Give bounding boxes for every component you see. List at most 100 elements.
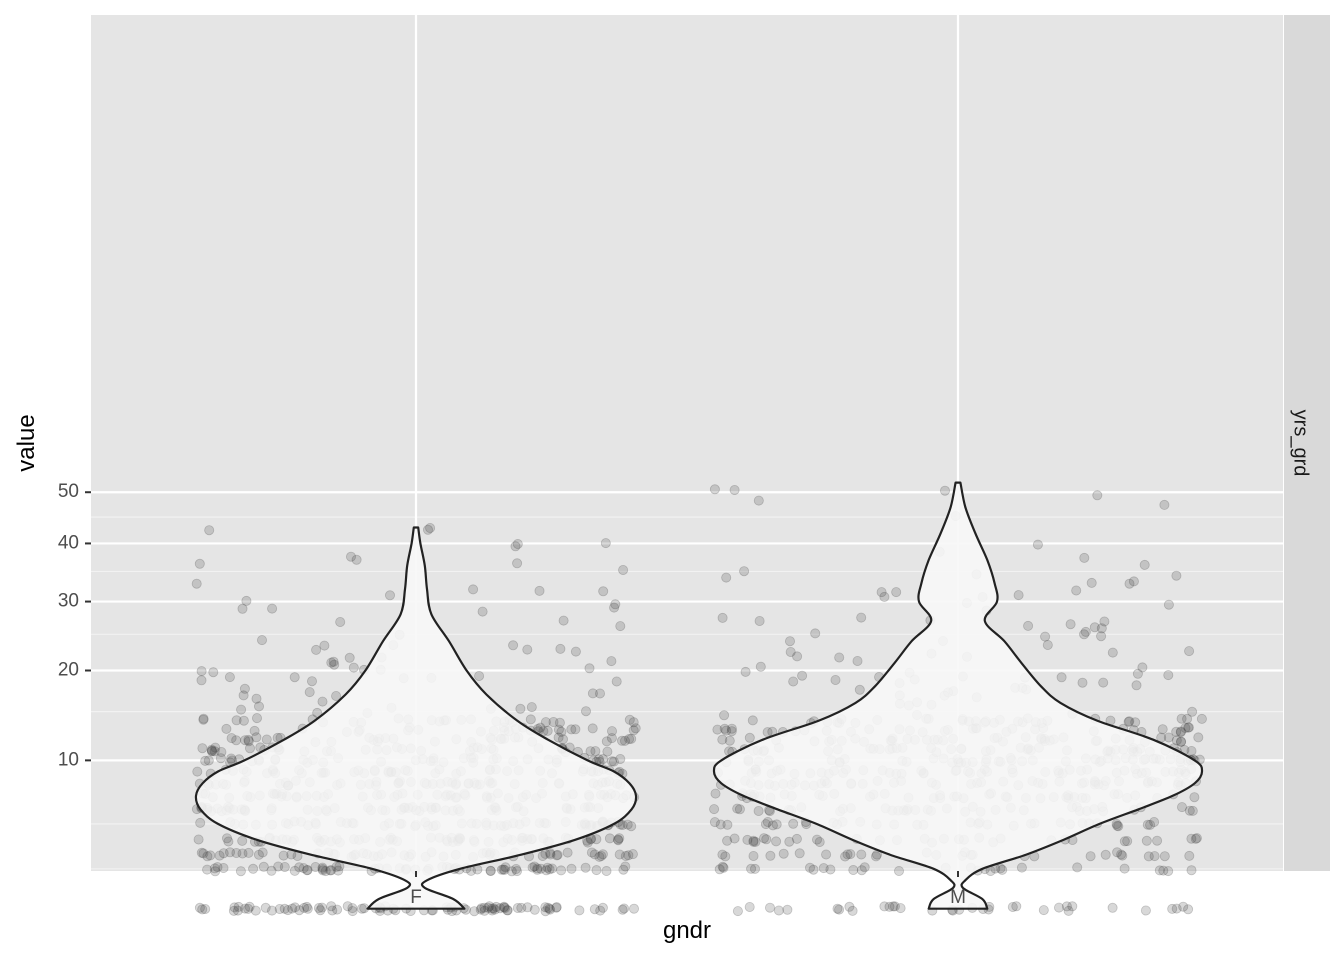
data-point <box>894 866 905 877</box>
data-point <box>854 684 865 695</box>
data-point <box>606 656 617 667</box>
data-point <box>788 818 799 829</box>
data-point <box>498 864 509 875</box>
data-point <box>746 863 757 874</box>
data-point <box>499 864 510 875</box>
data-point <box>1040 631 1051 642</box>
data-point <box>840 851 851 862</box>
data-point <box>317 696 328 707</box>
data-point <box>512 539 523 550</box>
data-point <box>859 862 870 873</box>
data-point <box>294 905 305 916</box>
data-point <box>1096 631 1107 642</box>
data-point <box>279 903 290 914</box>
data-point <box>765 850 776 861</box>
data-point <box>1176 713 1187 724</box>
data-point <box>721 725 732 736</box>
data-point <box>317 862 328 873</box>
data-point <box>1131 680 1142 691</box>
data-point <box>614 849 625 860</box>
data-point <box>1141 835 1152 846</box>
data-point <box>289 672 300 683</box>
data-point <box>617 904 628 915</box>
data-point <box>1140 905 1151 916</box>
data-point <box>210 742 221 753</box>
data-point <box>714 864 725 875</box>
data-point <box>315 905 326 916</box>
data-point <box>273 861 284 872</box>
data-point <box>604 833 615 844</box>
data-point <box>732 906 743 917</box>
data-point <box>197 743 208 754</box>
data-point <box>879 901 890 912</box>
data-point <box>825 864 836 875</box>
data-point <box>814 837 825 848</box>
data-point <box>629 903 640 914</box>
data-point <box>192 766 203 777</box>
data-point <box>1184 850 1195 861</box>
data-point <box>1016 862 1027 873</box>
data-point <box>1056 672 1067 683</box>
data-point <box>202 851 213 862</box>
data-point <box>562 847 573 858</box>
data-point <box>527 862 538 873</box>
data-point <box>260 902 271 913</box>
data-point <box>244 743 255 754</box>
data-point <box>210 866 221 877</box>
data-point <box>834 652 845 663</box>
data-point <box>298 863 309 874</box>
data-point <box>1096 623 1107 634</box>
data-point <box>238 715 249 726</box>
data-point <box>279 862 290 873</box>
data-point <box>289 865 300 876</box>
data-point <box>761 834 772 845</box>
data-point <box>595 905 606 916</box>
data-point <box>345 551 356 562</box>
data-point <box>1072 862 1083 873</box>
data-point <box>750 836 761 847</box>
data-point <box>618 565 629 576</box>
data-point <box>1177 802 1188 813</box>
data-point <box>226 733 237 744</box>
data-point <box>218 863 229 874</box>
data-point <box>1176 736 1187 747</box>
data-point <box>742 834 753 845</box>
data-point <box>487 905 498 916</box>
data-point <box>231 848 242 859</box>
data-point <box>812 834 823 845</box>
data-point <box>754 616 765 627</box>
data-point <box>348 662 359 673</box>
data-point <box>1085 851 1096 862</box>
data-point <box>347 906 358 917</box>
data-point <box>1175 726 1186 737</box>
data-point <box>753 806 764 817</box>
data-point <box>717 849 728 860</box>
data-point <box>755 661 766 672</box>
data-point <box>760 819 771 830</box>
data-point <box>202 864 213 875</box>
data-point <box>597 902 608 913</box>
data-point <box>753 495 764 506</box>
data-point <box>1079 552 1090 563</box>
data-point <box>534 585 545 596</box>
data-point <box>239 903 250 914</box>
data-point <box>785 636 796 647</box>
data-point <box>765 902 776 913</box>
data-point <box>287 903 298 914</box>
data-point <box>511 864 522 875</box>
data-point <box>267 603 278 614</box>
data-point <box>891 587 902 598</box>
data-point <box>762 817 773 828</box>
data-point <box>553 732 564 743</box>
data-point <box>709 484 720 495</box>
data-point <box>512 866 523 877</box>
data-point <box>734 804 745 815</box>
data-point <box>1163 866 1174 877</box>
data-point <box>243 847 254 858</box>
data-point <box>797 670 808 681</box>
data-point <box>1112 847 1123 858</box>
data-point <box>624 734 635 745</box>
data-point <box>709 817 720 828</box>
data-point <box>624 714 635 725</box>
